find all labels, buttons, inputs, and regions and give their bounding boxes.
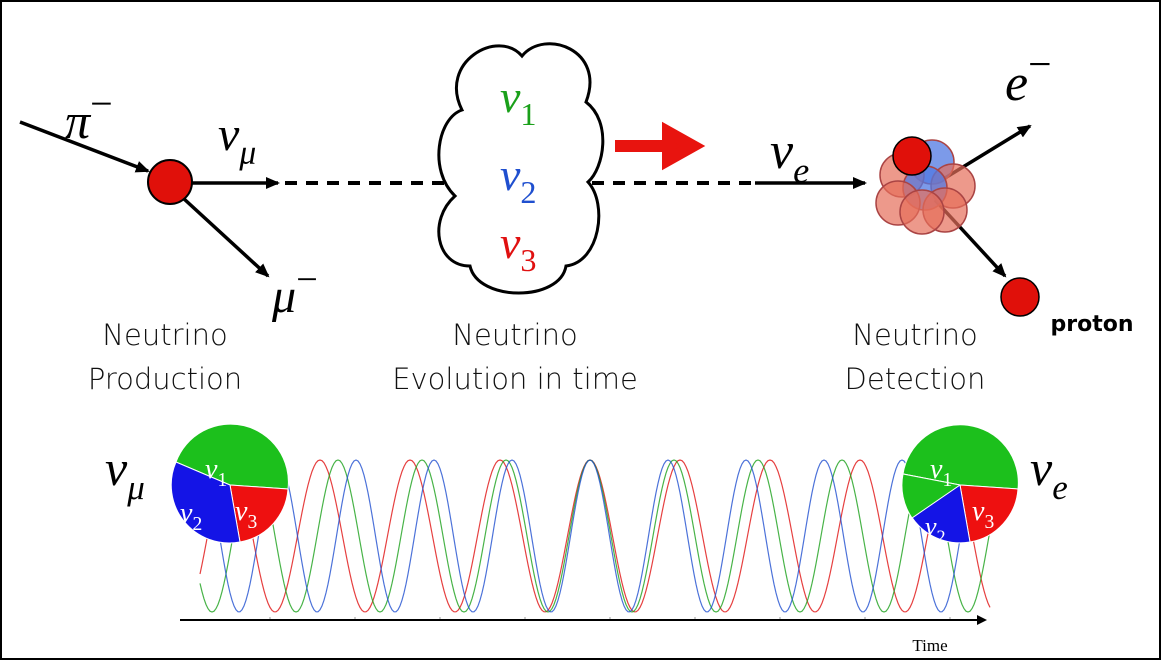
subscript: μ bbox=[238, 134, 256, 171]
particle-symbol: ν3 bbox=[235, 496, 257, 533]
particle-symbol: e− bbox=[1005, 41, 1052, 112]
subscript: 2 bbox=[192, 514, 202, 535]
symbol: e bbox=[1005, 55, 1028, 112]
symbol: π bbox=[65, 93, 92, 149]
proton-ball bbox=[1000, 277, 1040, 317]
symbol: ν bbox=[500, 71, 521, 122]
particle-symbol: ν2 bbox=[925, 512, 946, 546]
stage-label: Neutrino bbox=[452, 318, 577, 352]
nucleus bbox=[875, 136, 976, 235]
superscript: − bbox=[296, 259, 318, 301]
cloud bbox=[437, 42, 605, 295]
subscript: 3 bbox=[520, 242, 536, 278]
symbol: ν bbox=[500, 149, 521, 200]
subscript: 2 bbox=[520, 174, 536, 210]
symbol: ν bbox=[770, 123, 794, 180]
superscript: − bbox=[1028, 41, 1051, 87]
axis-label: Time bbox=[912, 636, 947, 655]
subscript: e bbox=[793, 151, 809, 191]
pion-arrow bbox=[19, 120, 150, 173]
particle-symbol: νμ bbox=[218, 108, 256, 171]
muon-arrow bbox=[181, 196, 270, 278]
subscript: 3 bbox=[247, 512, 257, 533]
subscript: μ bbox=[126, 468, 145, 507]
particle-symbol: ν3 bbox=[972, 496, 994, 533]
particle-symbol: π− bbox=[65, 81, 113, 149]
particle-symbol: ν1 bbox=[930, 454, 952, 491]
subscript: 1 bbox=[217, 470, 227, 491]
subscript: 1 bbox=[942, 470, 952, 491]
symbol: ν bbox=[235, 496, 248, 527]
stage-label: Detection bbox=[845, 362, 986, 396]
pie bbox=[901, 424, 1019, 544]
particle-symbol: νμ bbox=[105, 440, 145, 507]
pie bbox=[170, 423, 289, 544]
wave bbox=[199, 459, 991, 613]
stage-label: Neutrino bbox=[102, 318, 227, 352]
proton-label: proton bbox=[1050, 312, 1133, 337]
stage-label: Neutrino bbox=[852, 318, 977, 352]
symbol: ν bbox=[218, 108, 240, 161]
particle-symbol: νe bbox=[770, 123, 809, 191]
subscript: 2 bbox=[937, 526, 946, 546]
subscript: e bbox=[1052, 468, 1068, 507]
vertex bbox=[147, 159, 193, 205]
symbol: ν bbox=[930, 454, 943, 485]
subscript: 1 bbox=[520, 96, 536, 132]
superscript: − bbox=[90, 81, 113, 126]
symbol: ν bbox=[972, 496, 985, 527]
particle-symbol: ν2 bbox=[180, 498, 202, 535]
symbol: ν bbox=[925, 512, 937, 541]
symbol: ν bbox=[500, 217, 521, 268]
particle-symbol: ν1 bbox=[500, 71, 537, 132]
symbol: ν bbox=[180, 498, 193, 529]
symbol: ν bbox=[105, 440, 128, 496]
particle-symbol: ν2 bbox=[500, 149, 537, 210]
red-arrow bbox=[615, 121, 706, 171]
stage-label: Evolution in time bbox=[392, 362, 638, 396]
symbol: ν bbox=[205, 454, 218, 485]
particle-symbol: μ− bbox=[271, 259, 318, 323]
particle-symbol: ν1 bbox=[205, 454, 227, 491]
symbol: μ bbox=[271, 270, 296, 323]
particle-symbol: ν3 bbox=[500, 217, 537, 278]
subscript: 3 bbox=[984, 512, 994, 533]
stage-label: Production bbox=[88, 362, 242, 396]
particle-symbol: νe bbox=[1030, 440, 1068, 507]
symbol: ν bbox=[1030, 440, 1053, 496]
oscillation-waves bbox=[199, 459, 991, 620]
